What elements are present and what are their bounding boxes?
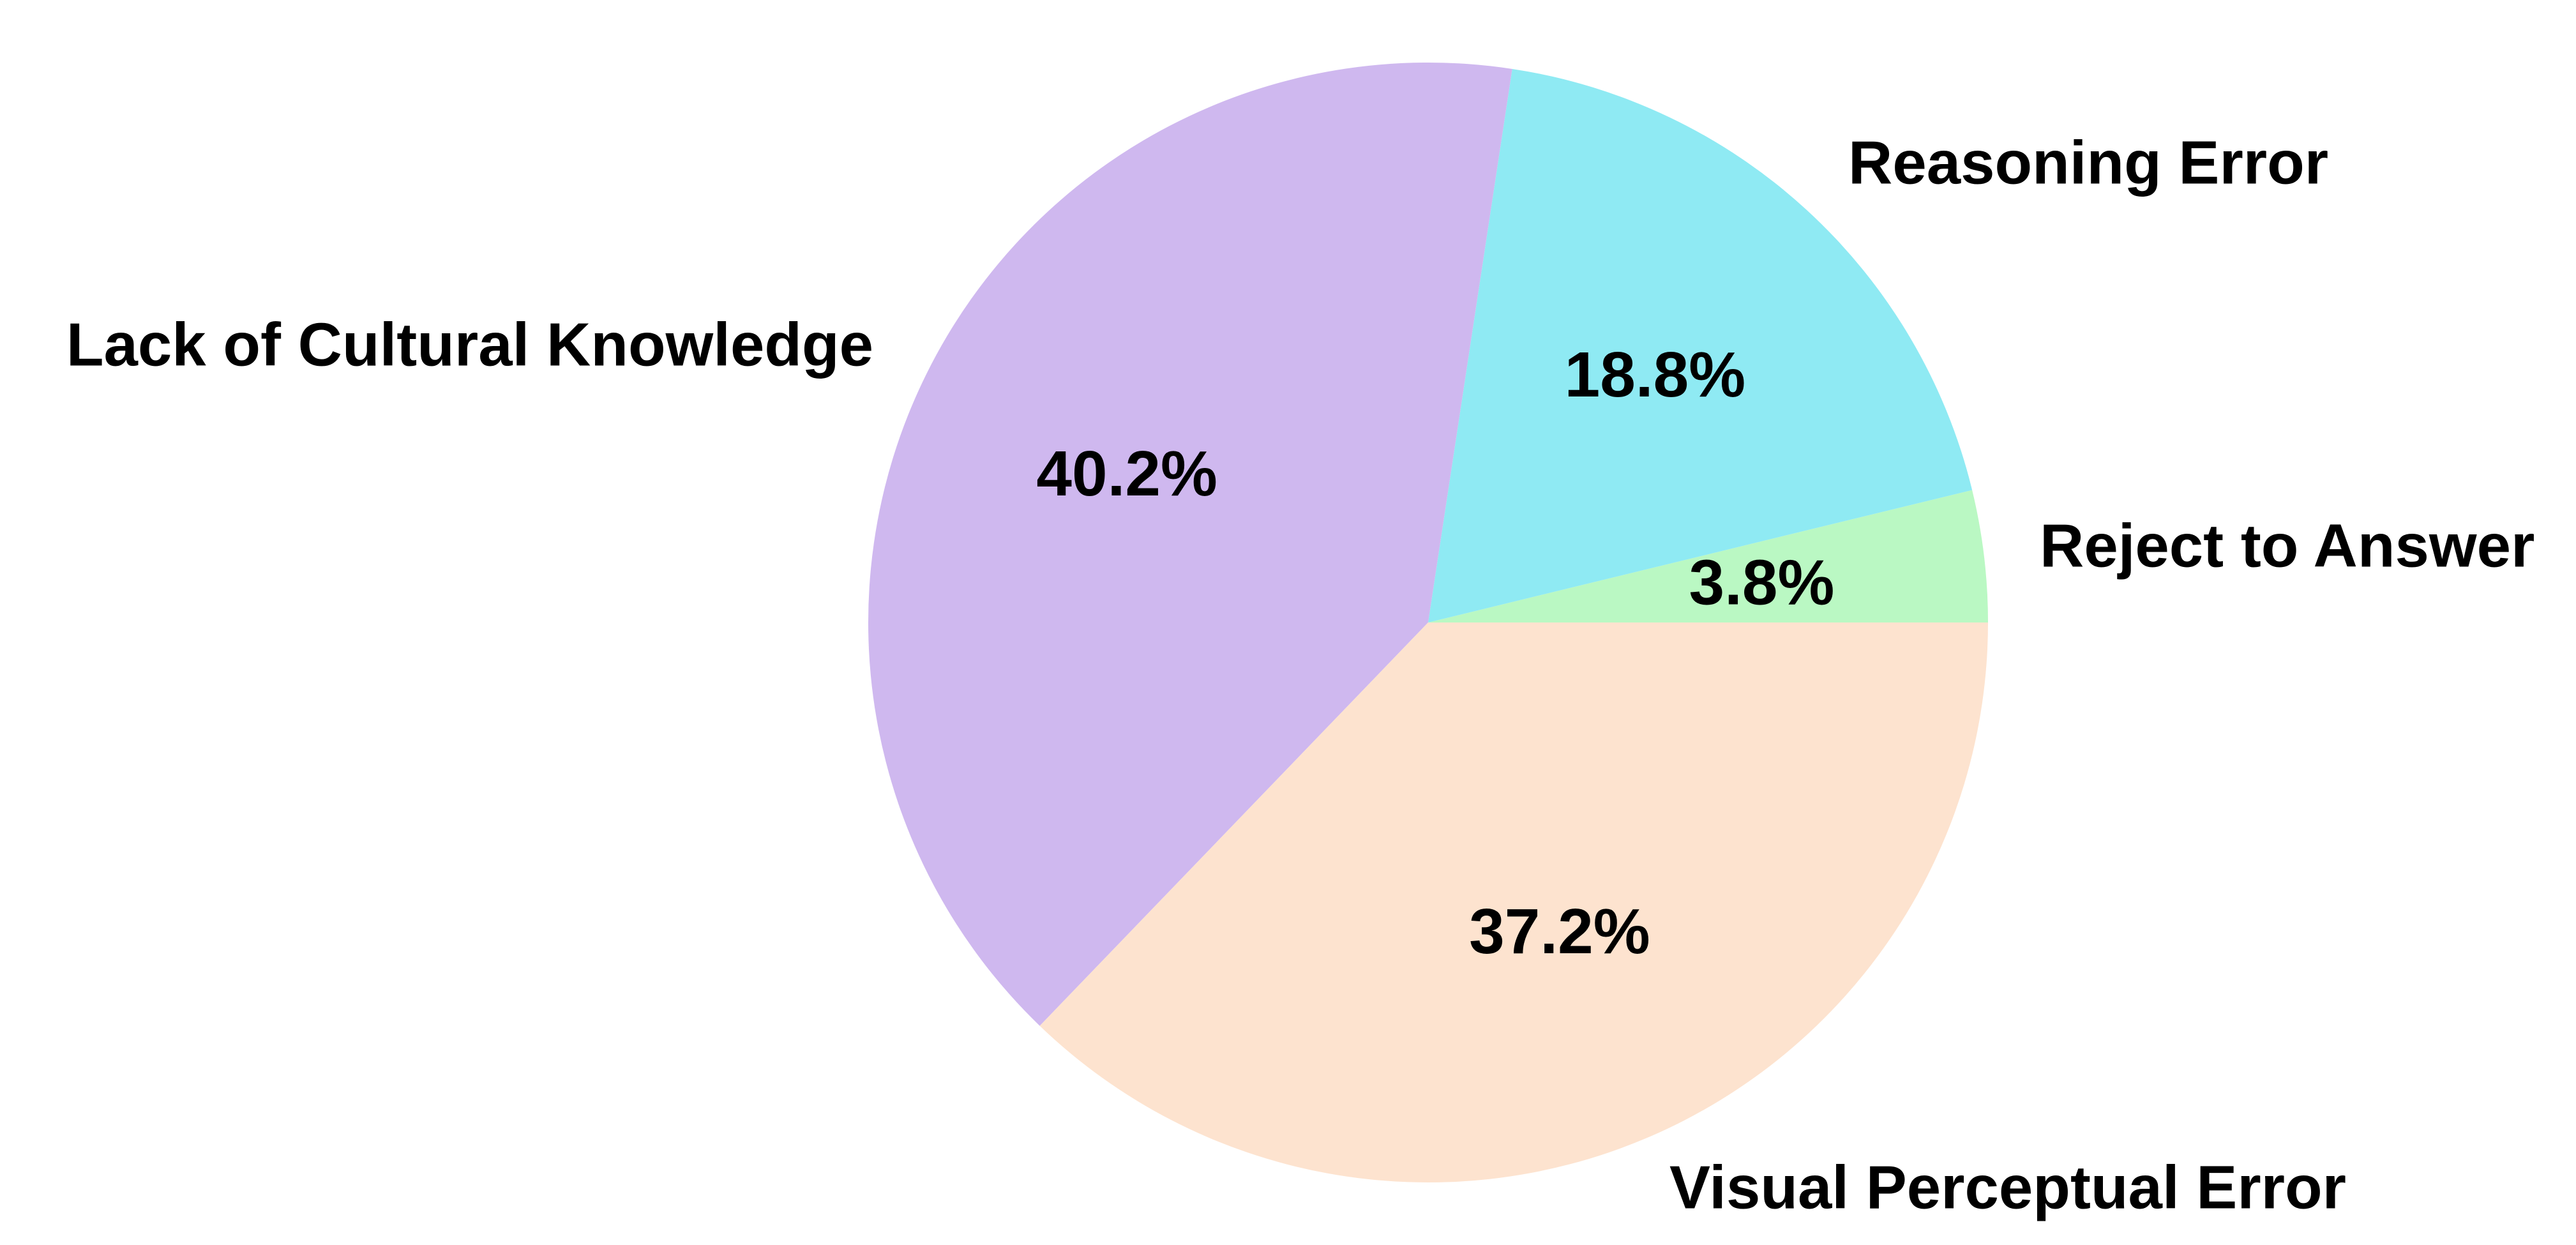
pie-slice-visual-perceptual-error — [1039, 622, 1988, 1182]
percent-labels: 3.8% 18.8% 40.2% 37.2% — [1036, 339, 1834, 967]
category-labels: Reject to Answer Reasoning Error Lack of C… — [66, 129, 2535, 1222]
pie-slice-reasoning-error — [1428, 68, 1973, 623]
percent-label: 3.8% — [1689, 547, 1834, 618]
category-label: Reject to Answer — [2040, 512, 2535, 580]
pie-slice-lack-of-cultural-knowledge — [868, 63, 1512, 1026]
percent-label: 40.2% — [1036, 438, 1217, 509]
percent-label: 37.2% — [1469, 896, 1650, 967]
category-label: Lack of Cultural Knowledge — [66, 311, 873, 379]
category-label: Reasoning Error — [1848, 129, 2328, 197]
percent-label: 18.8% — [1565, 339, 1746, 411]
pie-slices — [868, 63, 1988, 1182]
pie-slice-reject-to-answer — [1428, 490, 1988, 622]
category-label: Visual Perceptual Error — [1669, 1154, 2346, 1222]
